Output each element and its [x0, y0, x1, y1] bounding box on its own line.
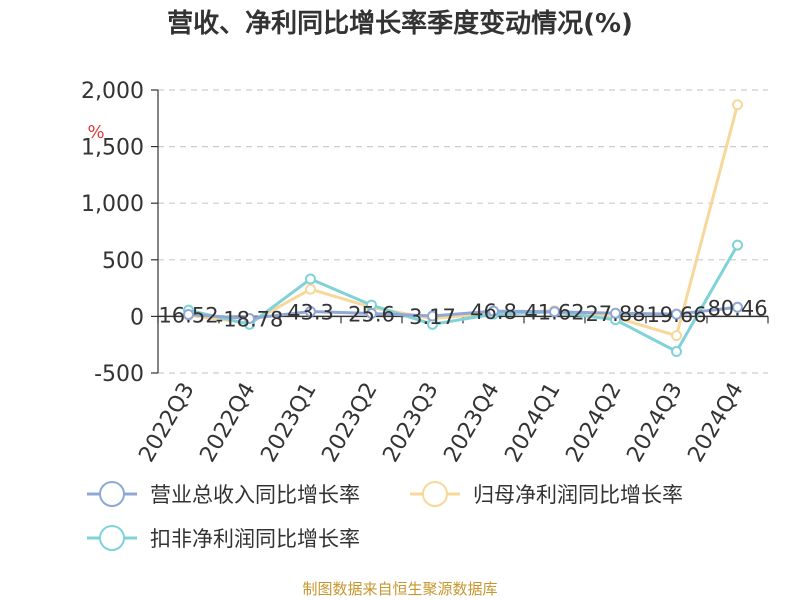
data-point: [671, 330, 682, 342]
data-point: [549, 306, 560, 318]
source-note: 制图数据来自恒生聚源数据库: [302, 580, 497, 598]
legend-swatch-marker: [99, 525, 125, 551]
data-label: 46.8: [470, 300, 517, 324]
x-tick-label: 2022Q4: [195, 379, 260, 467]
data-label: 41.62: [524, 301, 584, 325]
data-label: 43.3: [287, 300, 334, 324]
x-tick-label: 2023Q4: [439, 379, 504, 467]
data-label: 25.6: [348, 303, 395, 327]
y-tick-label: 500: [102, 249, 144, 274]
data-point: [366, 308, 377, 320]
chart-title: 营收、净利同比增长率季度变动情况(%): [167, 8, 633, 39]
series-line: [188, 104, 739, 338]
x-tick-label: 2023Q1: [256, 379, 321, 467]
x-tick-label: 2022Q3: [134, 379, 199, 467]
x-tick-label: 2024Q4: [683, 379, 748, 467]
series-line: [188, 244, 739, 353]
data-point: [610, 307, 621, 319]
data-label: 3.17: [409, 305, 456, 329]
x-tick-label: 2024Q1: [500, 379, 565, 467]
x-tick-label: 2023Q3: [378, 379, 443, 467]
series-line: [188, 305, 738, 321]
legend-item[interactable]: 扣非净利润同比增长率: [87, 525, 360, 551]
data-point: [732, 239, 743, 251]
legend-label: 扣非净利润同比增长率: [150, 527, 360, 551]
data-point: [671, 308, 682, 320]
legend-swatch-marker: [422, 481, 448, 507]
y-axis: 2,000 1,500 1,000 500 0 -500: [81, 79, 159, 387]
data-labels: 16.52-18.78 43.3 25.6 3.17 46.8 41.62 27.88 19.…: [158, 296, 767, 331]
data-label: 80.46: [707, 296, 767, 320]
series-lines: [183, 99, 743, 357]
y-tick-label: 0: [130, 305, 144, 330]
data-point: [305, 273, 316, 285]
data-point: [732, 99, 743, 111]
legend-label: 归母净利润同比增长率: [473, 483, 683, 507]
legend-label: 营业总收入同比增长率: [150, 483, 360, 507]
y-tick-label: 1,000: [81, 192, 144, 217]
data-point: [305, 283, 316, 295]
data-point: [427, 310, 438, 322]
x-tick-label: 2024Q2: [561, 379, 626, 467]
data-label: 19.66: [646, 303, 706, 327]
data-point: [183, 309, 194, 321]
data-label: -18.78: [216, 308, 284, 332]
legend-swatch-marker: [99, 481, 125, 507]
y-tick-label: -500: [94, 362, 144, 387]
y-tick-label: 2,000: [81, 79, 144, 104]
legend-item[interactable]: 归母净利润同比增长率: [410, 481, 683, 507]
data-label: 27.88: [585, 302, 645, 326]
data-point: [732, 301, 743, 313]
data-point: [488, 305, 499, 317]
data-point: [244, 313, 255, 325]
data-point: [305, 305, 316, 317]
legend-item[interactable]: 营业总收入同比增长率: [87, 481, 360, 507]
data-point: [671, 345, 682, 357]
x-tick-label: 2024Q3: [622, 379, 687, 467]
y-unit-label: %: [87, 122, 104, 143]
y-tick-label: 1,500: [81, 136, 144, 161]
data-label: 16.52: [158, 304, 218, 328]
x-tick-label: 2023Q2: [317, 379, 382, 467]
grid: [158, 89, 768, 374]
